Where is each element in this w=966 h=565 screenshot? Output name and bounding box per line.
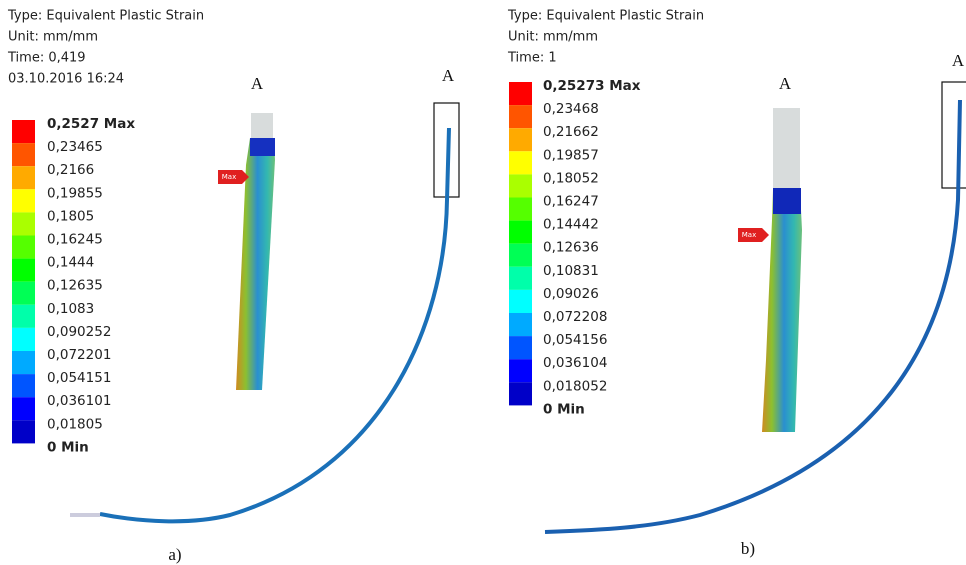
legend-swatch	[509, 82, 532, 106]
model-a	[70, 102, 460, 524]
legend-label: 0,01805	[47, 416, 103, 432]
rigid-part	[251, 113, 273, 139]
legend-swatch	[509, 266, 532, 290]
legend-swatch	[509, 105, 532, 129]
strip	[236, 138, 275, 390]
legend-label: 0,19857	[543, 147, 599, 163]
legend-swatch	[12, 397, 35, 421]
legend-swatch	[12, 327, 35, 351]
legend-label: 0,054156	[543, 332, 607, 348]
strip-top	[773, 188, 801, 214]
legend-label: 0,10831	[543, 263, 599, 279]
legend-label: 0,23468	[543, 101, 599, 117]
legend-label: 0,23465	[47, 139, 103, 155]
legend-swatch	[509, 174, 532, 198]
strip-top	[250, 138, 275, 156]
legend-label: 0,054151	[47, 370, 111, 386]
legend-label: 0,072208	[543, 309, 607, 325]
legend-label: 0,21662	[543, 124, 599, 140]
legend-swatch	[12, 212, 35, 236]
max-marker: Max	[742, 231, 756, 239]
legend-label: 0,14442	[543, 217, 599, 233]
legend-label: 0,16247	[543, 194, 599, 210]
legend-label: 0,1444	[47, 255, 94, 271]
legend-label: 0,018052	[543, 378, 607, 394]
legend-swatch	[12, 120, 35, 144]
legend-label: 0,2527 Max	[47, 116, 135, 132]
header-line: 03.10.2016 16:24	[8, 72, 124, 87]
header-line: Time: 1	[507, 51, 557, 66]
legend-swatch	[12, 143, 35, 167]
caption: a)	[168, 545, 181, 564]
rigid-part	[773, 108, 800, 190]
header-line: Type: Equivalent Plastic Strain	[507, 9, 704, 24]
legend-label: 0,1805	[47, 208, 94, 224]
legend-swatch	[12, 374, 35, 398]
legend-swatch	[12, 281, 35, 305]
legend-swatch	[12, 166, 35, 190]
legend-swatch	[509, 128, 532, 152]
legend-label: 0,036101	[47, 393, 111, 409]
legend-label: 0,12636	[543, 240, 599, 256]
legend-swatch	[509, 289, 532, 313]
legend-label: 0,12635	[47, 278, 103, 294]
max-marker: Max	[222, 173, 236, 181]
legend-label: 0,072201	[47, 347, 111, 363]
caption: b)	[741, 539, 755, 558]
zoom-label: A	[952, 51, 965, 70]
legend-label: 0 Min	[543, 401, 585, 417]
legend-swatch	[509, 243, 532, 267]
legend-swatch	[509, 336, 532, 360]
legend-label: 0,036104	[543, 355, 607, 371]
max-arrow	[218, 170, 249, 184]
legend-label: 0,090252	[47, 324, 111, 340]
curve	[544, 99, 962, 534]
legend-swatch	[509, 197, 532, 221]
legend-label: 0,09026	[543, 286, 599, 302]
legend-swatch	[509, 313, 532, 337]
curve	[99, 127, 451, 524]
legend-label: 0,1083	[47, 301, 94, 317]
legend-label: 0,19855	[47, 185, 103, 201]
max-arrow	[738, 228, 769, 242]
legend-swatch	[509, 220, 532, 244]
legend-label: 0,18052	[543, 170, 599, 186]
legend-swatch	[509, 151, 532, 175]
legend-swatch	[12, 304, 35, 328]
legend-swatch	[12, 235, 35, 259]
header-line: Time: 0,419	[7, 51, 86, 66]
header-line: Unit: mm/mm	[8, 30, 98, 45]
detail-label: A	[251, 74, 264, 93]
header-line: Unit: mm/mm	[508, 30, 598, 45]
legend-swatch	[12, 351, 35, 375]
legend-label: 0 Min	[47, 439, 89, 455]
legend-swatch	[509, 359, 532, 383]
zoom-label: A	[442, 66, 455, 85]
model-b	[544, 81, 966, 534]
zoom-box	[941, 81, 966, 189]
legend-label: 0,16245	[47, 232, 103, 248]
legend-label: 0,2166	[47, 162, 94, 178]
legend-swatch	[12, 420, 35, 444]
legend-swatch	[509, 382, 532, 406]
legend-label: 0,25273 Max	[543, 78, 641, 94]
strip	[762, 190, 802, 432]
header-line: Type: Equivalent Plastic Strain	[7, 9, 204, 24]
legend-swatch	[12, 258, 35, 282]
detail-label: A	[779, 74, 792, 93]
legend-swatch	[12, 189, 35, 213]
